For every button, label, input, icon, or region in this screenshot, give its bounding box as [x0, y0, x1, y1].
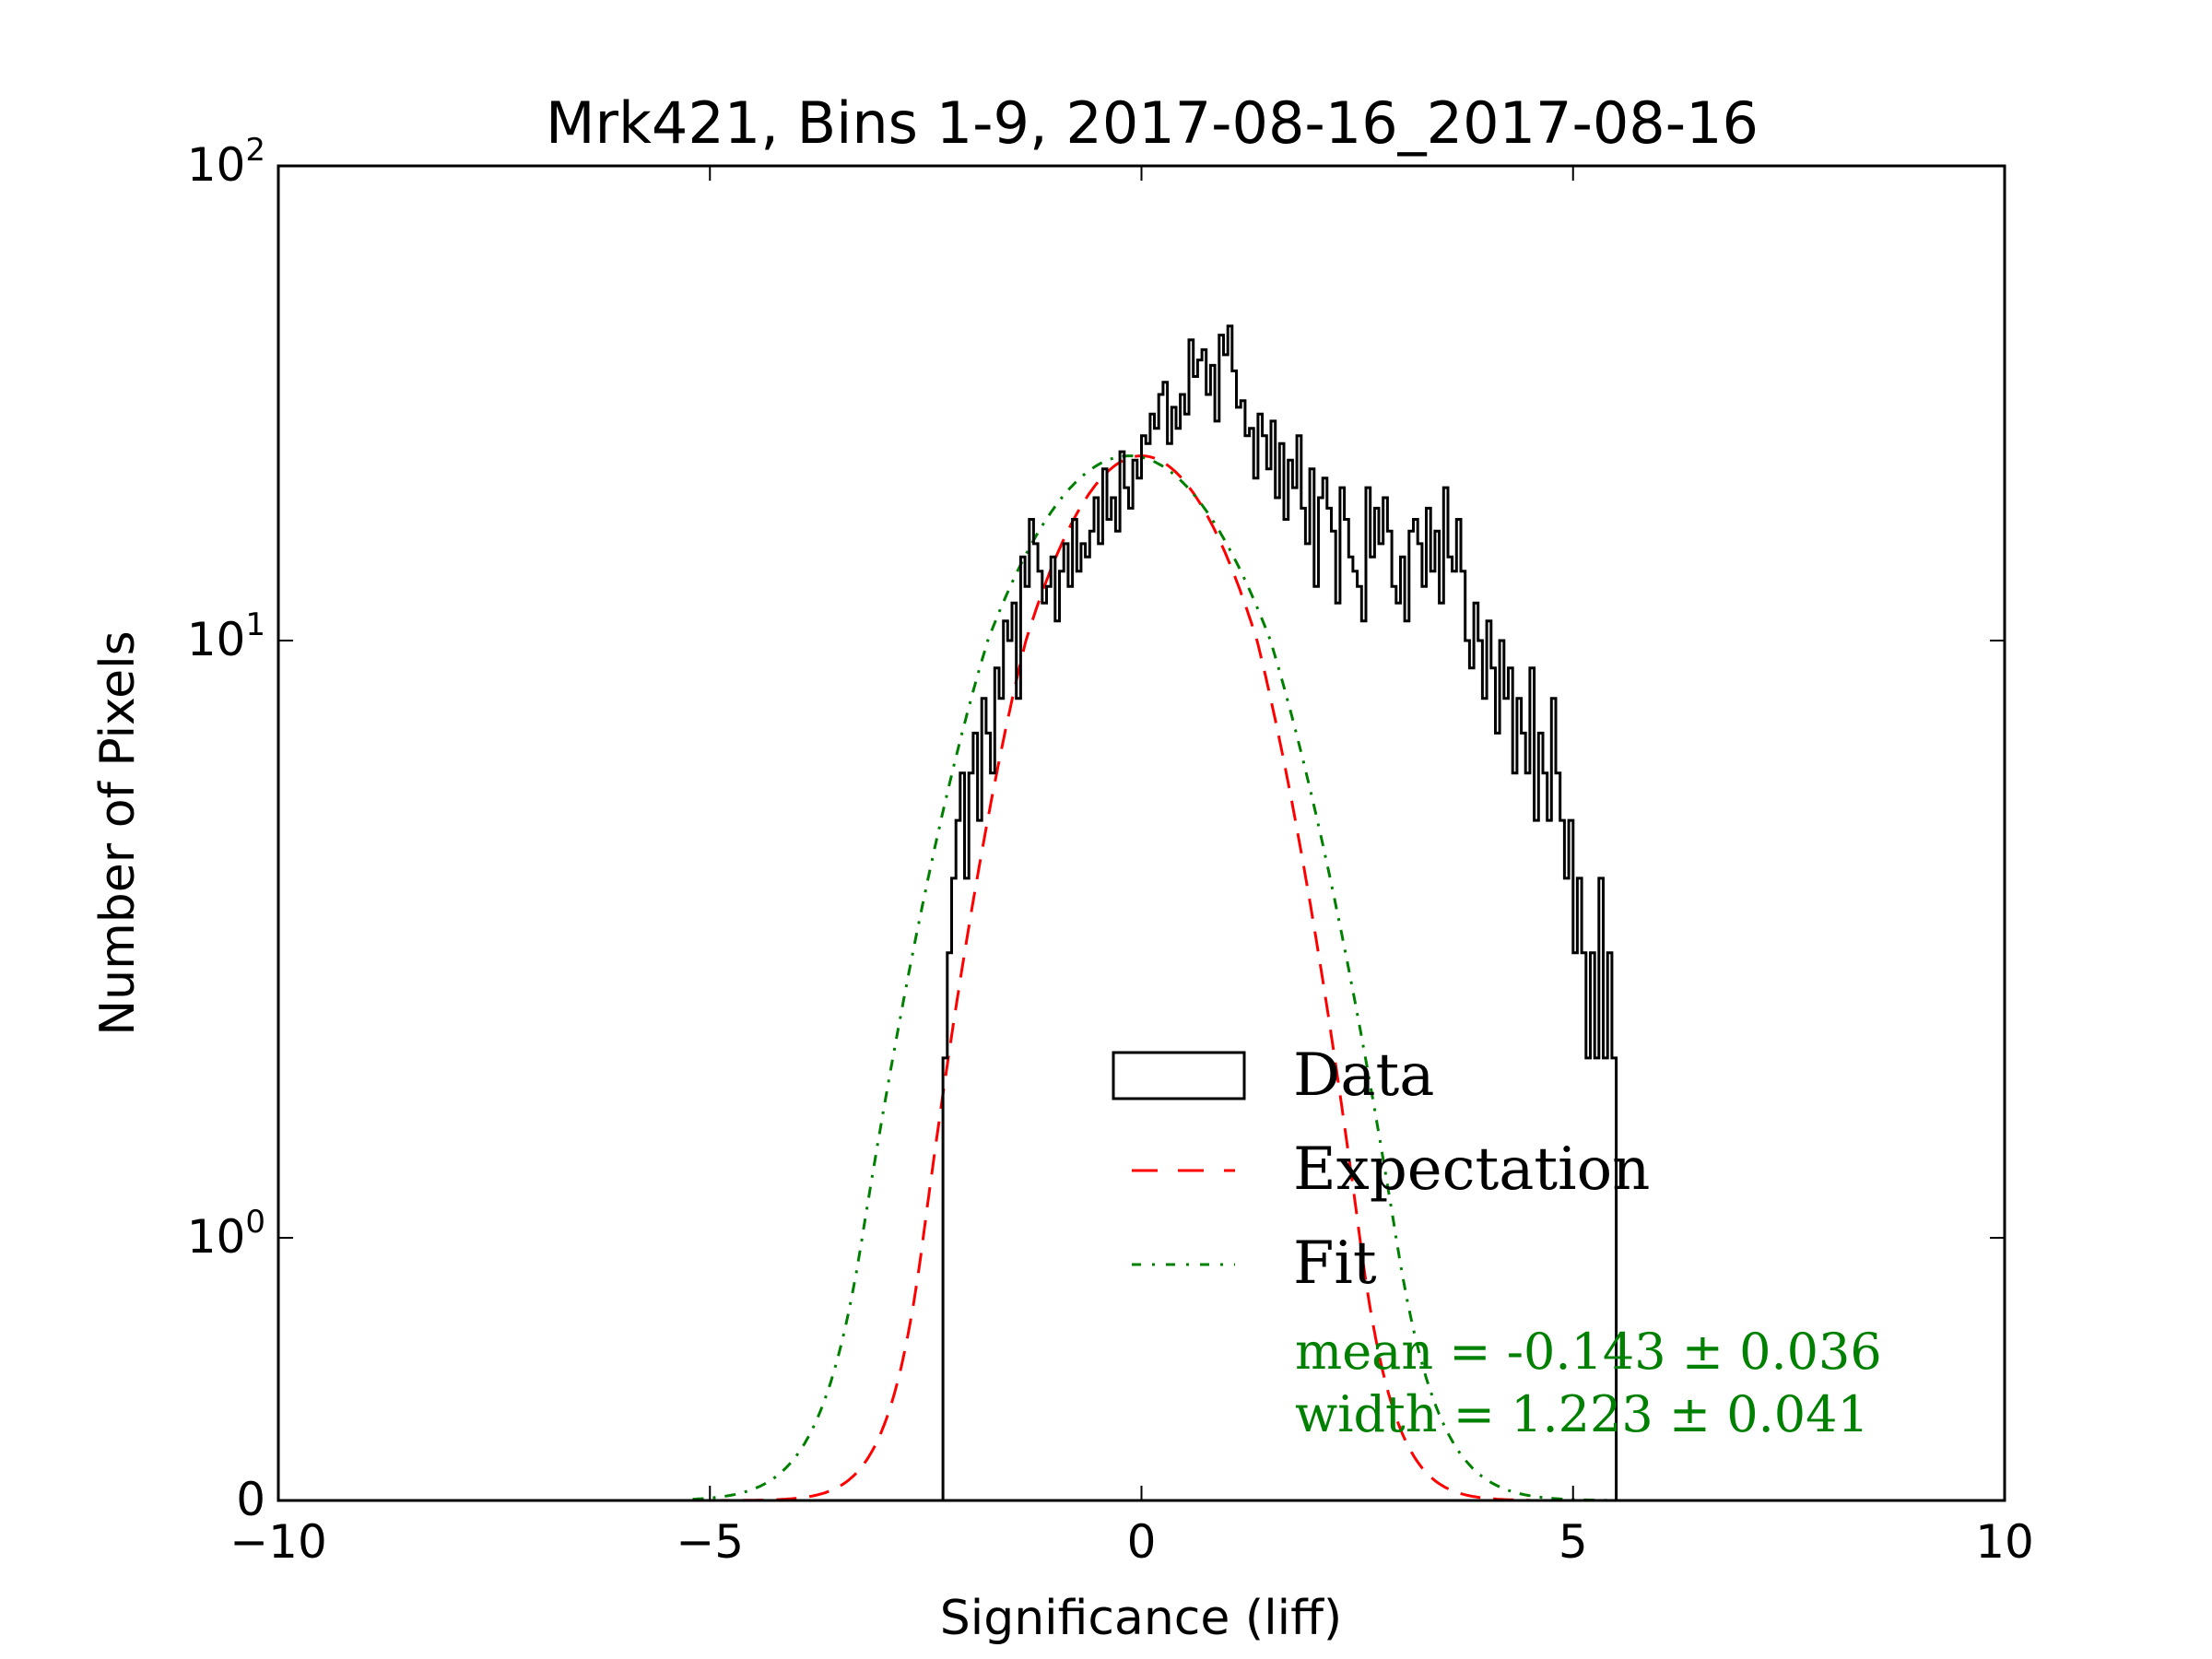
annotation-mean: mean = -0.143 ± 0.036: [1295, 1323, 1882, 1381]
x-tick-label: 10: [1975, 1515, 2034, 1569]
legend-swatch-data: [1112, 1051, 1246, 1100]
annotation-width: width = 1.223 ± 0.041: [1295, 1385, 1869, 1443]
x-tick-label: −10: [229, 1515, 327, 1569]
x-tick-label: −5: [676, 1515, 744, 1569]
y-tick-label: 101: [187, 606, 265, 666]
legend-label-expectation: Expectation: [1293, 1135, 1650, 1204]
chart-title: Mrk421, Bins 1-9, 2017-08-16_2017-08-16: [546, 89, 1759, 157]
y-axis-label: Number of Pixels: [90, 630, 146, 1035]
y-tick-label: 100: [187, 1204, 265, 1264]
series-data-histogram: [941, 324, 1618, 1500]
y-tick-label: 0: [236, 1473, 265, 1526]
legend-label-data: Data: [1293, 1041, 1434, 1110]
y-tick-label: 102: [187, 132, 265, 192]
series-fit-line: [692, 454, 1617, 1502]
x-axis-label: Significance (liff): [940, 1591, 1342, 1646]
plot-frame: [276, 164, 2006, 1502]
chart-legend: Data Expectation Fit: [1112, 1041, 1650, 1298]
legend-label-fit: Fit: [1293, 1230, 1377, 1298]
x-tick-label: 5: [1559, 1515, 1588, 1569]
plot-series: [692, 324, 1618, 1502]
x-tick-label: 0: [1127, 1515, 1157, 1569]
